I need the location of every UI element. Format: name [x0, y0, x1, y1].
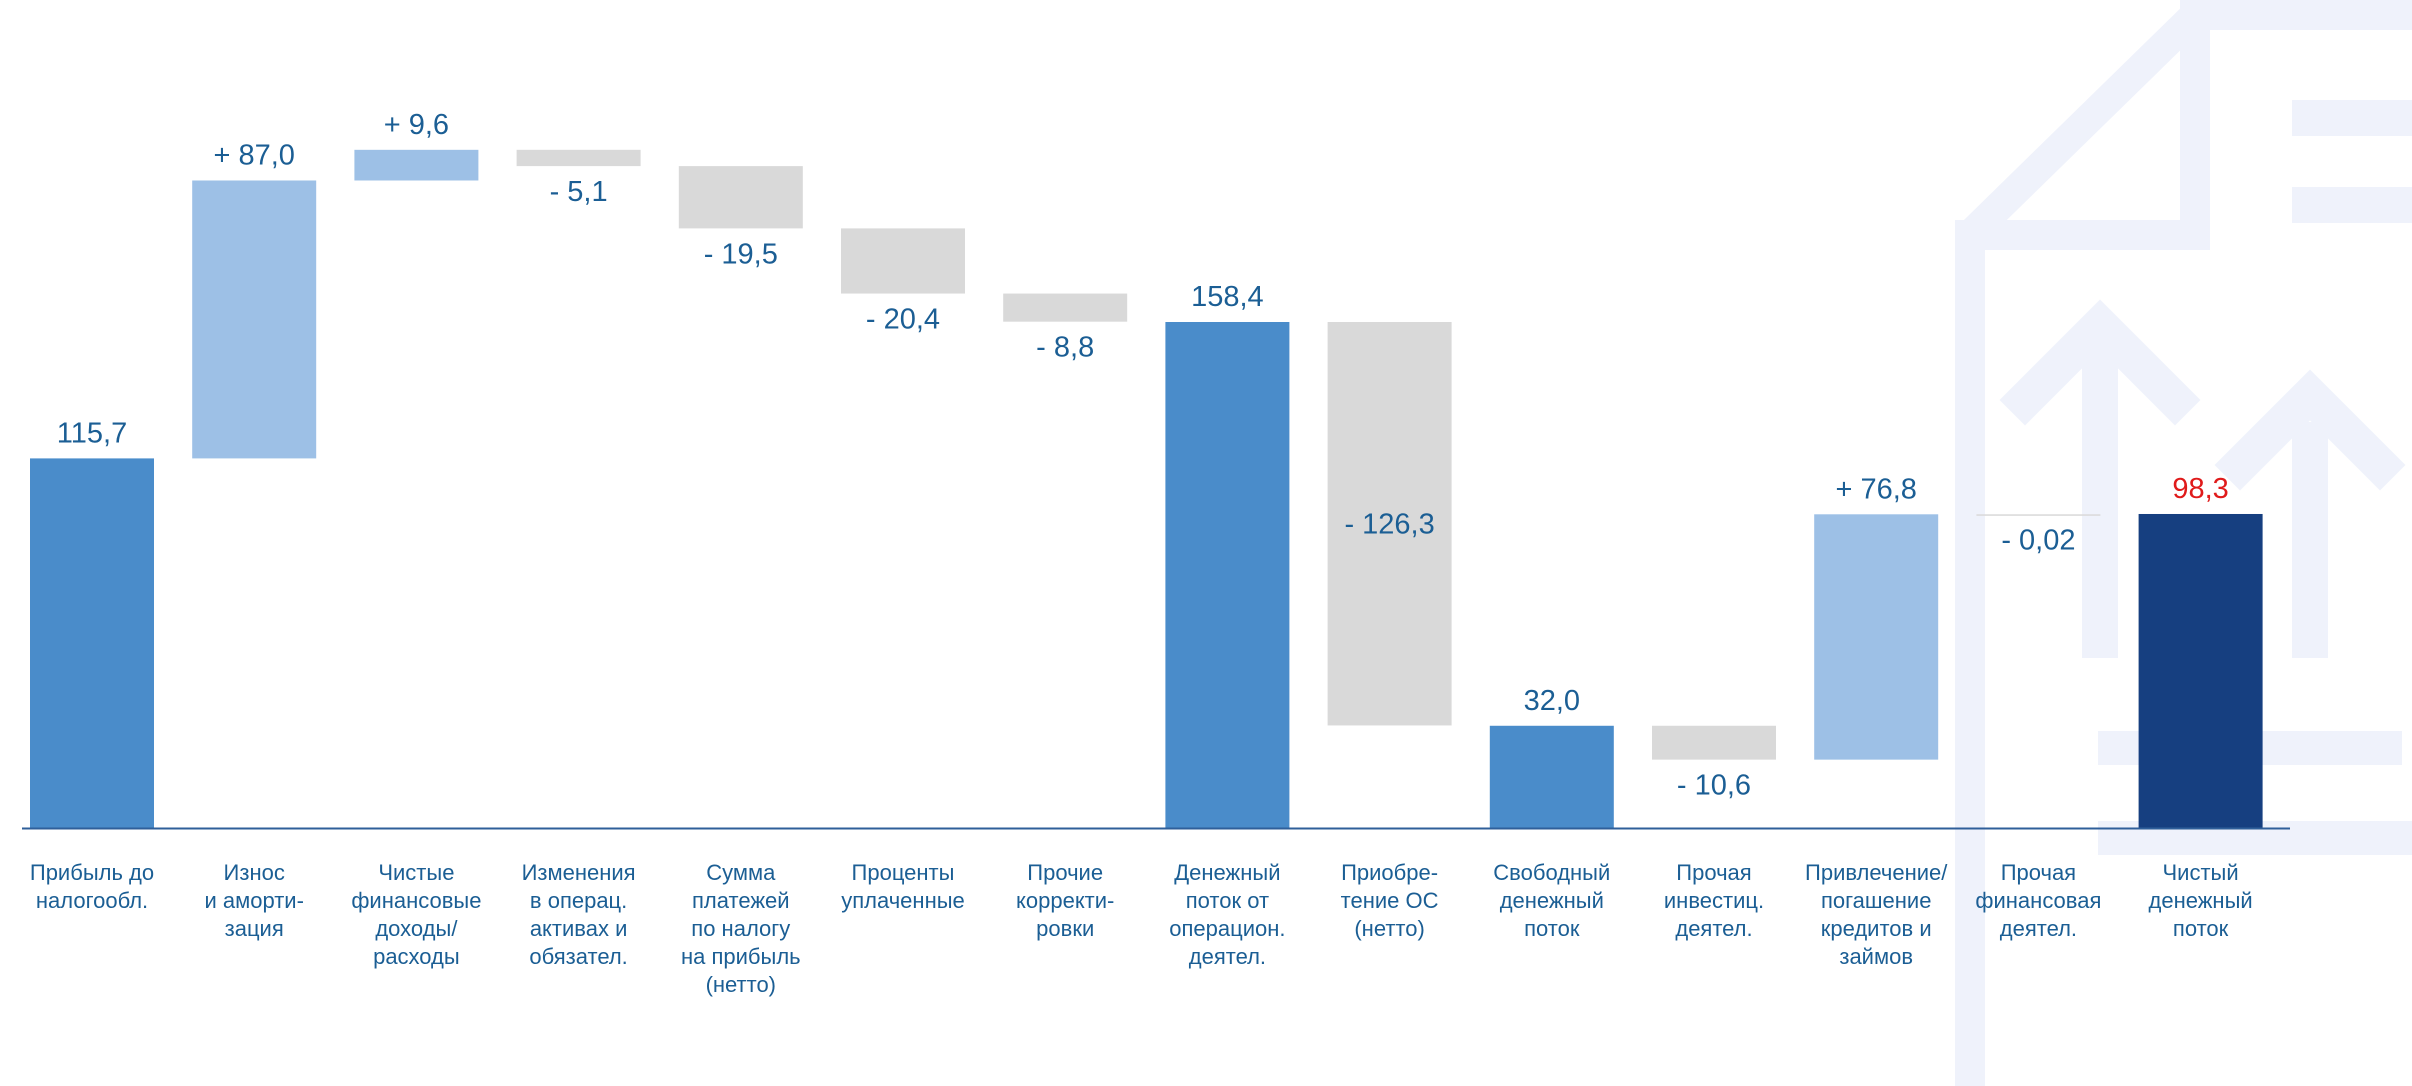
bar-13	[1976, 514, 2101, 516]
category-label-line: на прибыль	[681, 944, 801, 969]
category-label-8: Денежный поток от операцион. деятел.	[1169, 860, 1285, 969]
category-label-13: Прочая финансовая деятел.	[1975, 860, 2101, 941]
category-label-line: Прочая	[1676, 860, 1751, 885]
bar-14	[2138, 513, 2263, 828]
category-label-line: обязател.	[529, 944, 627, 969]
category-label-1: Прибыль до налогообл.	[30, 860, 154, 913]
category-labels-group: Прибыль до налогообл. Износ и аморти-зация Ч…	[30, 860, 2253, 997]
bars-group	[30, 149, 2263, 828]
category-label-line: Износ	[224, 860, 285, 885]
category-label-line: уплаченные	[841, 888, 965, 913]
category-label-line: Прочая	[2001, 860, 2076, 885]
category-label-line: в операц.	[530, 888, 627, 913]
bar-6	[841, 228, 965, 294]
category-label-line: по налогу	[691, 916, 790, 941]
bar-1	[30, 458, 154, 828]
category-label-5: Сумма платежей по налогу на прибыль (нетто)	[681, 860, 801, 997]
category-label-line: расходы	[373, 944, 460, 969]
category-label-line: зация	[225, 916, 284, 941]
category-label-line: операцион.	[1169, 916, 1285, 941]
category-label-line: доходы/	[375, 916, 458, 941]
category-label-line: Изменения	[522, 860, 636, 885]
category-label-line: Денежный	[1174, 860, 1280, 885]
value-label-12: + 76,8	[1835, 473, 1916, 505]
bar-9	[1327, 322, 1452, 726]
bar-7	[1003, 293, 1128, 322]
category-label-line: займов	[1839, 944, 1913, 969]
category-label-line: Прочие	[1027, 860, 1103, 885]
category-label-line: деятел.	[1675, 916, 1752, 941]
category-label-4: Изменения в операц. активах и обязател.	[522, 860, 636, 969]
category-label-line: Чистые	[378, 860, 454, 885]
value-label-7: - 8,8	[1036, 332, 1094, 364]
category-label-6: Проценты уплаченные	[841, 860, 965, 913]
bar-3	[354, 149, 479, 181]
value-label-3: + 9,6	[384, 109, 449, 141]
category-label-line: поток от	[1186, 888, 1269, 913]
value-label-1: 115,7	[57, 417, 127, 449]
category-label-7: Прочие корректи-ровки	[1016, 860, 1114, 941]
category-label-line: кредитов и	[1821, 916, 1932, 941]
bar-12	[1814, 514, 1939, 760]
bar-4	[516, 149, 641, 167]
category-label-9: Приобре-тение ОС (нетто)	[1341, 860, 1439, 941]
category-label-line: платежей	[692, 888, 790, 913]
category-label-line: Приобре-	[1341, 860, 1438, 885]
category-label-line: Привлечение/	[1805, 860, 1948, 885]
value-label-11: - 10,6	[1677, 770, 1751, 802]
category-label-line: ровки	[1036, 916, 1094, 941]
value-label-13: - 0,02	[2001, 524, 2075, 556]
category-label-line: Свободный	[1493, 860, 1610, 885]
category-label-line: финансовые	[351, 888, 481, 913]
category-label-line: и аморти-	[204, 888, 303, 913]
category-label-line: тение ОС	[1341, 888, 1439, 913]
category-label-2: Износ и аморти-зация	[204, 860, 303, 941]
category-label-line: Проценты	[852, 860, 955, 885]
category-label-line: Прибыль до	[30, 860, 154, 885]
category-label-14: Чистый денежный поток	[2149, 860, 2253, 941]
bar-5	[678, 166, 803, 229]
category-label-line: деятел.	[1189, 944, 1266, 969]
category-label-line: инвестиц.	[1664, 888, 1764, 913]
category-label-line: (нетто)	[1354, 916, 1424, 941]
category-label-line: активах и	[530, 916, 628, 941]
category-label-line: Сумма	[706, 860, 776, 885]
value-label-2: + 87,0	[213, 139, 294, 171]
value-label-4: - 5,1	[550, 176, 608, 208]
category-label-12: Привлечение/погашение кредитов и займов	[1805, 860, 1948, 969]
category-label-line: поток	[1524, 916, 1580, 941]
value-label-9: - 126,3	[1344, 509, 1434, 541]
category-label-line: деятел.	[2000, 916, 2077, 941]
category-label-line: Чистый	[2163, 860, 2239, 885]
value-labels-group: 115,7 + 87,0 + 9,6 - 5,1 - 19,5 - 20,4 - 8,8 15…	[57, 109, 2229, 802]
bar-8	[1165, 322, 1290, 828]
value-label-6: - 20,4	[866, 304, 940, 336]
category-label-10: Свободный денежный поток	[1493, 860, 1610, 941]
category-label-11: Прочая инвестиц. деятел.	[1664, 860, 1764, 941]
category-label-line: налогообл.	[36, 888, 148, 913]
category-label-line: денежный	[2149, 888, 2253, 913]
category-label-line: погашение	[1821, 888, 1931, 913]
value-label-5: - 19,5	[704, 238, 778, 270]
category-label-3: Чистые финансовые доходы/расходы	[351, 860, 481, 969]
value-label-10: 32,0	[1524, 685, 1580, 717]
category-label-line: поток	[2173, 916, 2229, 941]
value-label-14: 98,3	[2172, 473, 2228, 505]
category-label-line: (нетто)	[706, 972, 776, 997]
category-label-line: финансовая	[1975, 888, 2101, 913]
category-label-line: денежный	[1500, 888, 1604, 913]
bar-10	[1489, 725, 1614, 828]
category-label-line: корректи-	[1016, 888, 1114, 913]
bar-2	[192, 180, 317, 459]
bar-11	[1652, 725, 1776, 760]
value-label-8: 158,4	[1191, 281, 1264, 313]
